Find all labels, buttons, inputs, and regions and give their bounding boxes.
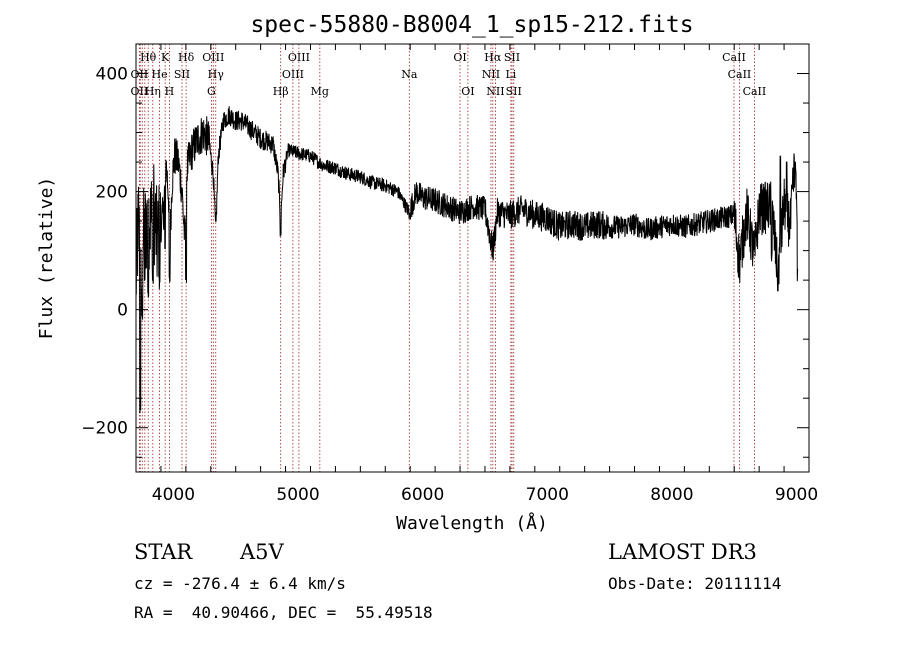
x-axis-label: Wavelength (Å) <box>396 512 548 534</box>
line-label: OI <box>453 51 466 64</box>
line-label: OIII <box>288 51 310 64</box>
line-label: Hγ <box>208 68 225 81</box>
spectrum-trace <box>135 106 799 414</box>
x-tick-label: 7000 <box>526 485 569 505</box>
y-axis-label: Flux (relative) <box>36 177 57 340</box>
line-label: CaII <box>743 85 767 98</box>
object-class: STAR <box>134 540 193 564</box>
line-label: CaII <box>722 51 746 64</box>
observation-date: Obs-Date: 20111114 <box>608 574 782 593</box>
line-label: SII <box>174 68 190 81</box>
line-label: Hδ <box>178 51 195 64</box>
line-label: CaII <box>728 68 752 81</box>
x-tick-label: 8000 <box>650 485 693 505</box>
line-label: Na <box>401 68 418 81</box>
x-tick-label: 9000 <box>775 485 818 505</box>
line-label: Mg <box>311 85 329 98</box>
plot-frame <box>135 43 810 473</box>
line-label: Hα <box>484 51 502 64</box>
x-tick-label: 6000 <box>401 485 444 505</box>
line-label: OI <box>461 85 474 98</box>
x-axis-ticks: 4000 5000 6000 7000 8000 9000 <box>135 44 818 505</box>
chart-title: spec-55880-B8004_1_sp15-212.fits <box>250 12 693 38</box>
line-label: SII <box>506 85 522 98</box>
spectral-subclass: A5V <box>240 540 284 564</box>
line-label: Li <box>505 68 516 81</box>
y-tick-label: 200 <box>96 183 128 203</box>
line-label: OII <box>131 85 149 98</box>
line-label: H <box>165 85 175 98</box>
y-tick-label: 0 <box>117 301 128 321</box>
coordinates: RA = 40.90466, DEC = 55.49518 <box>134 603 433 622</box>
line-label: G <box>207 85 216 98</box>
line-label: Hβ <box>273 85 289 98</box>
x-tick-label: 5000 <box>276 485 319 505</box>
line-label: OIII <box>202 51 224 64</box>
x-tick-label: 4000 <box>152 485 195 505</box>
line-label: OIII <box>282 68 304 81</box>
line-label: Hη <box>145 85 161 98</box>
line-label: He <box>152 68 168 81</box>
line-label: K <box>161 51 170 64</box>
y-tick-label: 400 <box>96 65 128 85</box>
spectrum-line <box>135 106 799 414</box>
line-label: NII <box>486 85 504 98</box>
line-label: Hθ <box>140 51 157 64</box>
redshift-velocity: cz = -276.4 ± 6.4 km/s <box>134 574 346 593</box>
line-label: OII <box>131 68 149 81</box>
line-label: SII <box>504 51 520 64</box>
survey-name: LAMOST DR3 <box>608 540 757 564</box>
emission-line-markers <box>138 44 755 472</box>
y-axis-ticks: −200 0 200 400 <box>81 43 809 458</box>
line-label: NII <box>482 68 500 81</box>
y-tick-label: −200 <box>81 419 128 439</box>
